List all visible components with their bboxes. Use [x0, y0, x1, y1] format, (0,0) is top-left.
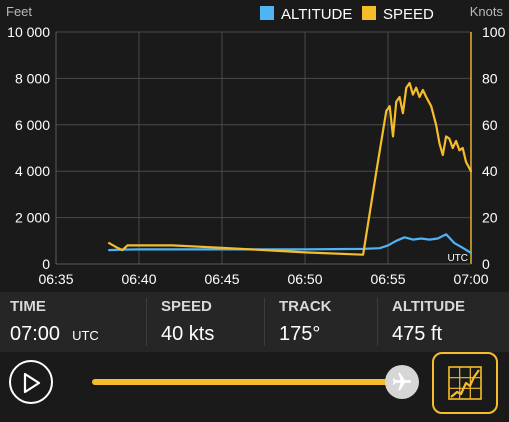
info-separator [146, 298, 147, 346]
y-left-tick-label: 2 000 [15, 210, 50, 226]
chart-toggle-button[interactable] [432, 352, 498, 414]
y-left-tick-label: 10 000 [7, 24, 50, 40]
x-tick-label: 06:55 [370, 271, 405, 287]
x-unit-label: UTC [447, 253, 468, 264]
legend-swatch-altitude [260, 6, 274, 20]
y-right-tick-label: 100 [482, 24, 506, 40]
y-left-axis-title: Feet [6, 4, 32, 19]
chart-toggle-icon [448, 366, 482, 400]
legend-label-altitude: ALTITUDE [281, 6, 352, 23]
y-left-tick-label: 0 [42, 256, 50, 272]
playback-slider[interactable] [92, 379, 402, 385]
speed-cell: SPEED 40 kts [161, 292, 271, 352]
series-line-altitude [107, 233, 473, 254]
time-label: TIME [10, 298, 46, 315]
time-value: 07:00 [10, 323, 61, 345]
altitude-cell: ALTITUDE 475 ft [392, 292, 504, 352]
altitude-value: 475 ft [392, 323, 443, 345]
x-tick-label: 06:40 [121, 271, 156, 287]
play-icon [23, 372, 41, 394]
y-right-tick-label: 60 [482, 117, 498, 133]
series-line-speed [107, 81, 473, 256]
x-tick-label: 06:50 [287, 271, 322, 287]
airplane-icon [392, 372, 412, 391]
time-cell: TIME 07:00 UTC [10, 292, 140, 352]
time-unit: UTC [72, 328, 99, 343]
x-tick-label: 06:45 [204, 271, 239, 287]
track-value: 175° [279, 323, 321, 345]
info-separator [377, 298, 378, 346]
grid-lines [55, 31, 472, 265]
y-right-tick-label: 20 [482, 210, 498, 226]
x-tick-label: 07:00 [453, 271, 488, 287]
x-tick-label: 06:35 [38, 271, 73, 287]
chart-legend: ALTITUDE SPEED [260, 6, 434, 23]
y-right-tick-label: 0 [482, 256, 490, 272]
flight-info-panel: TIME 07:00 UTC SPEED 40 kts TRACK 175° AL… [0, 292, 509, 352]
play-button[interactable] [9, 360, 53, 404]
legend-swatch-speed [362, 6, 376, 20]
altitude-label: ALTITUDE [392, 298, 466, 315]
y-left-tick-label: 4 000 [15, 163, 50, 179]
playback-controls [0, 352, 509, 422]
y-right-tick-label: 40 [482, 163, 498, 179]
speed-value: 40 kts [161, 323, 215, 345]
y-right-tick-label: 80 [482, 70, 498, 86]
legend-label-speed: SPEED [383, 6, 434, 23]
y-left-tick-label: 6 000 [15, 117, 50, 133]
speed-label: SPEED [161, 298, 212, 315]
track-label: TRACK [279, 298, 332, 315]
chart-series [107, 81, 473, 256]
info-separator [264, 298, 265, 346]
track-cell: TRACK 175° [279, 292, 379, 352]
y-left-tick-label: 8 000 [15, 70, 50, 86]
time-value-wrap: 07:00 UTC [10, 323, 99, 346]
playback-slider-thumb[interactable] [385, 365, 419, 399]
y-right-axis-title: Knots [470, 4, 504, 19]
flight-chart: 10 000 8 000 6 000 4 000 2 000 0 100 80 60 40 20 0 0… [6, 4, 506, 287]
